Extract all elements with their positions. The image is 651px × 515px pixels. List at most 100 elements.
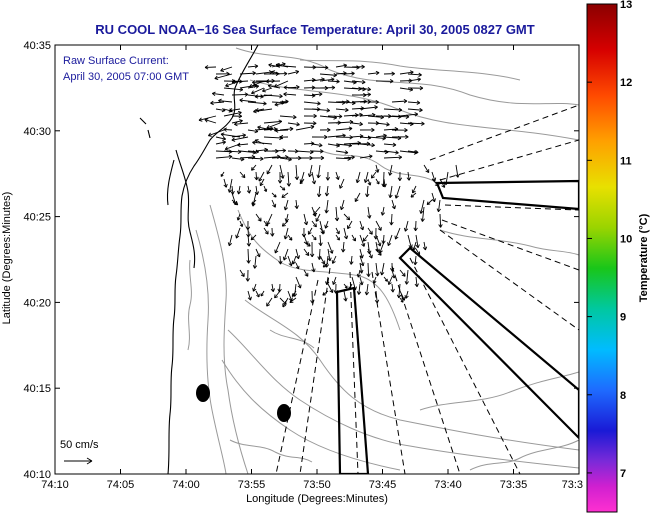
current-vector-head — [343, 297, 348, 302]
current-vector — [311, 234, 317, 241]
current-vector — [279, 100, 289, 103]
current-vector-head — [331, 259, 336, 264]
current-vector — [311, 108, 330, 112]
current-vector — [311, 143, 323, 146]
current-vector-head — [307, 230, 312, 235]
current-vector-head — [324, 65, 329, 70]
current-vector — [258, 171, 265, 182]
current-vector — [359, 262, 363, 274]
current-vector — [383, 178, 386, 188]
x-tick-label: 74:05 — [107, 479, 135, 491]
current-vector — [308, 227, 313, 235]
current-vector-head — [251, 90, 255, 95]
current-vector-head — [360, 262, 365, 267]
current-vector — [407, 171, 410, 181]
x-tick-label: 73:50 — [303, 479, 331, 491]
current-vector-head — [411, 189, 416, 194]
current-vector-head — [241, 174, 246, 179]
current-vector — [412, 185, 417, 194]
y-tick-label: 40:30 — [23, 126, 51, 138]
current-vector-head — [404, 127, 408, 133]
current-vector-head — [223, 183, 228, 188]
current-vector-head — [283, 85, 288, 90]
current-vector — [292, 255, 297, 265]
current-vector — [426, 199, 433, 205]
current-vector — [335, 157, 351, 160]
current-vector-head — [254, 64, 259, 69]
current-vector — [326, 276, 329, 285]
current-vector-head — [204, 65, 209, 70]
current-vector-head — [351, 71, 355, 76]
current-vector-head — [351, 155, 355, 160]
current-vector-head — [281, 187, 286, 191]
current-vector — [239, 150, 256, 154]
current-vector-head — [282, 303, 287, 308]
current-vector-head — [406, 176, 411, 181]
current-vector — [351, 276, 356, 291]
current-vector — [383, 136, 402, 139]
current-vector — [315, 213, 321, 222]
current-vector — [389, 185, 393, 198]
current-vector-head — [204, 118, 209, 123]
current-vector-head — [212, 91, 216, 96]
coastline — [139, 45, 259, 474]
current-vector — [279, 157, 292, 161]
current-vector-head — [348, 286, 352, 290]
current-vector — [359, 93, 371, 96]
colorbar-tick-label: 12 — [620, 77, 632, 89]
y-axis-label: Latitude (Degrees:Minutes) — [1, 192, 13, 325]
current-vector — [364, 171, 369, 183]
current-vector-head — [426, 201, 431, 206]
current-vector-head — [318, 242, 323, 246]
track-boxes — [335, 179, 579, 474]
current-vector — [359, 114, 376, 117]
current-vector-head — [398, 107, 403, 113]
current-vector — [391, 199, 396, 209]
current-vector — [359, 136, 371, 139]
current-vector — [375, 178, 380, 185]
current-vector-head — [305, 252, 310, 256]
current-vector-head — [316, 174, 321, 179]
current-vector — [232, 80, 249, 83]
current-vector — [251, 199, 257, 205]
current-vector-head — [389, 221, 394, 226]
current-vector-head — [247, 296, 252, 301]
current-vector — [327, 241, 333, 254]
current-vector — [239, 220, 243, 227]
current-vector — [421, 206, 425, 222]
current-vector — [274, 241, 281, 254]
current-vector — [335, 206, 338, 221]
current-vector-head — [292, 114, 297, 120]
current-vector — [413, 241, 417, 251]
current-vector-head — [436, 208, 441, 213]
current-vector — [391, 115, 410, 118]
current-vector — [319, 227, 325, 234]
current-vector-head — [274, 294, 279, 299]
current-vector — [381, 262, 385, 276]
colorbar-tick-label: 11 — [620, 155, 632, 167]
current-vector — [271, 71, 281, 75]
current-vector-head — [208, 132, 212, 137]
current-vector — [322, 290, 329, 296]
current-vector-head — [313, 210, 318, 215]
current-vector-head — [256, 293, 260, 298]
current-vector — [204, 119, 217, 124]
current-vector — [405, 290, 409, 299]
current-vector — [407, 73, 422, 76]
current-vector-head — [318, 142, 323, 148]
current-vector — [279, 128, 294, 131]
current-vector — [391, 269, 395, 279]
current-vector — [295, 248, 300, 259]
current-vector — [266, 122, 281, 129]
current-vector — [252, 141, 273, 145]
current-vector-head — [349, 119, 354, 125]
current-vector — [252, 283, 257, 292]
current-vector-head — [274, 128, 279, 133]
current-vector — [391, 100, 408, 103]
current-vector — [423, 164, 430, 173]
x-tick-label: 73:35 — [500, 479, 528, 491]
current-vector — [348, 283, 353, 290]
current-vector — [367, 262, 370, 277]
current-vector — [343, 101, 356, 104]
current-vector-head — [324, 209, 329, 214]
